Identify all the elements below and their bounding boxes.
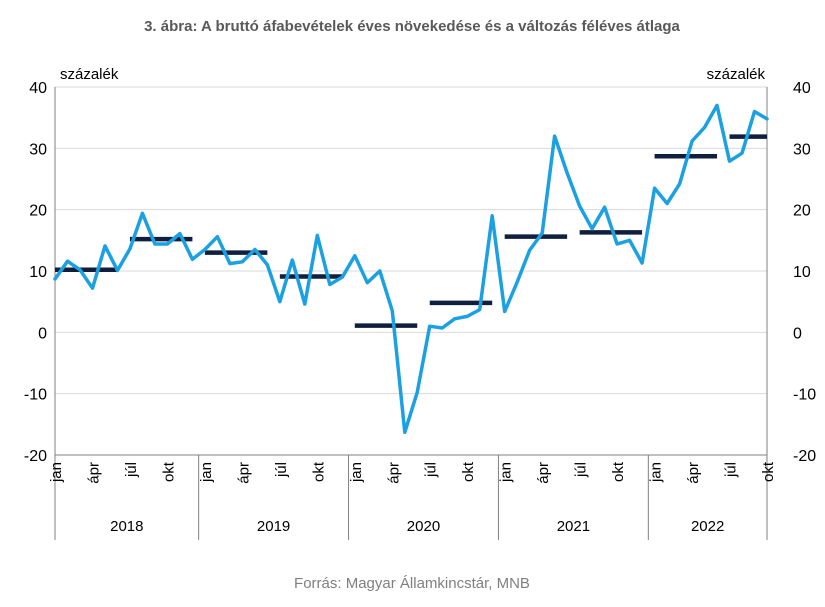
x-month-label: okt [460,461,477,482]
x-year-label: 2021 [557,518,590,535]
series-halfyear-average [55,134,767,328]
y-tick-label-left: 0 [38,325,47,342]
x-month-label: jan [348,462,365,483]
source-note: Forrás: Magyar Államkincstár, MNB [294,575,530,592]
x-month-label: júl [123,462,140,478]
y-tick-label-right: 30 [793,141,811,158]
right-axis-unit: százalék [707,66,766,83]
left-axis-unit: százalék [60,66,119,83]
y-tick-label-right: 10 [793,264,811,281]
x-month-label: ápr [385,462,402,484]
x-month-label: ápr [85,462,102,484]
y-tick-label-right: -20 [793,448,816,465]
x-month-label: okt [610,461,627,482]
x-month-label: okt [760,461,777,482]
x-month-label: ápr [685,462,702,484]
y-tick-label-right: 0 [793,325,802,342]
x-year-label: 2018 [110,518,143,535]
y-ticks-right: -20 -10 0 10 20 30 40 [793,80,816,465]
x-month-labels: jan ápr júl okt jan ápr júl okt jan ápr júl okt jan á… [48,461,777,484]
x-month-label: júl [423,462,440,478]
y-tick-label-left: 30 [29,141,47,158]
x-month-label: jan [498,462,515,483]
x-month-label: júl [273,462,290,478]
x-month-label: jan [198,462,215,483]
series-annual-growth [53,103,769,435]
x-month-label: jan [48,462,65,483]
x-month-label: jan [648,462,665,483]
x-year-label: 2019 [257,518,290,535]
y-tick-label-left: -10 [24,387,47,404]
chart-title: 3. ábra: A bruttó áfabevételek éves növe… [144,18,680,35]
x-year-labels: 2018 2019 2020 2021 2022 [110,518,724,535]
y-ticks-left: -20 -10 0 10 20 30 40 [24,80,47,465]
x-month-label: ápr [235,462,252,484]
x-month-label: okt [310,461,327,482]
x-month-label: okt [160,461,177,482]
growth-line [53,103,769,435]
y-tick-label-left: 10 [29,264,47,281]
y-tick-label-right: 40 [793,80,811,97]
y-tick-label-left: 20 [29,203,47,220]
x-month-label: júl [723,462,740,478]
y-tick-label-left: 40 [29,80,47,97]
axes [54,87,768,540]
y-tick-label-left: -20 [24,448,47,465]
x-month-label: júl [573,462,590,478]
x-year-label: 2022 [691,518,724,535]
x-year-label: 2020 [407,518,440,535]
y-tick-label-right: 20 [793,203,811,220]
x-month-label: ápr [535,462,552,484]
gridlines [55,86,767,395]
y-tick-label-right: -10 [793,387,816,404]
